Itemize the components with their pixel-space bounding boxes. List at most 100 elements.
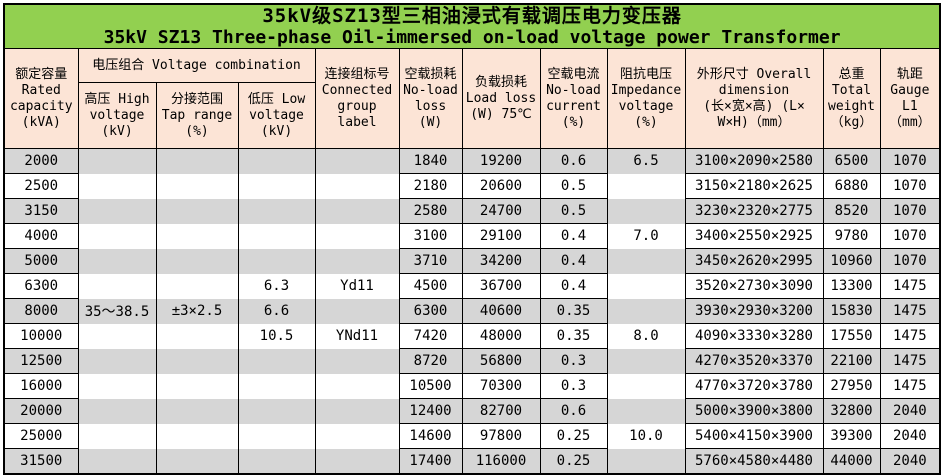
title-row: 35kV级SZ13型三相油浸式有载调压电力变压器 35kV SZ13 Three…	[3, 3, 941, 49]
cell-connected-group	[314, 448, 400, 474]
cell-capacity: 16000	[3, 373, 79, 399]
cell-low-voltage	[237, 223, 316, 249]
header-row-top: 额定容量 Rated capacity (kVA) 电压组合 Voltage c…	[3, 48, 941, 149]
cell-dimension: 4770×3720×3780	[684, 373, 824, 399]
cell-load-loss: 36700	[461, 273, 541, 299]
cell-tap-range	[155, 198, 239, 224]
cell-total-weight: 17550	[822, 323, 881, 349]
cell-impedance-voltage	[606, 373, 686, 399]
cell-gauge: 2040	[879, 398, 941, 424]
table-title: 35kV级SZ13型三相油浸式有载调压电力变压器 35kV SZ13 Three…	[3, 3, 941, 49]
cell-noload-current: 0.4	[539, 273, 608, 299]
cell-low-voltage: 6.6	[237, 298, 316, 324]
table-row: 10000 10.5 YNd11 7420 48000 0.35 8.0 4090×3330×…	[3, 323, 941, 349]
cell-noload-current: 0.25	[539, 423, 608, 449]
cell-noload-loss: 4500	[398, 273, 463, 299]
cell-capacity: 10000	[3, 323, 79, 349]
cell-tap-range: ±3×2.5	[155, 298, 239, 324]
cell-tap-range	[155, 448, 239, 474]
table-row: 4000 3100 29100 0.4 7.0 3400×2550×2925 9780 107…	[3, 223, 941, 249]
cell-impedance-voltage	[606, 173, 686, 199]
cell-connected-group	[314, 348, 400, 374]
cell-connected-group	[314, 148, 400, 174]
cell-gauge: 1070	[879, 198, 941, 224]
cell-tap-range	[155, 148, 239, 174]
cell-low-voltage	[237, 448, 316, 474]
cell-total-weight: 32800	[822, 398, 881, 424]
table-row: 31500 17400 116000 0.25 5760×4580×4480 44000 2…	[3, 448, 941, 474]
cell-impedance-voltage: 10.0	[606, 423, 686, 449]
cell-impedance-voltage	[606, 348, 686, 374]
cell-dimension: 5000×3900×3800	[684, 398, 824, 424]
cell-connected-group	[314, 248, 400, 274]
cell-capacity: 2000	[3, 148, 79, 174]
header-impedance-voltage: 阻抗电压 Impedance voltage (%)	[606, 48, 686, 149]
cell-gauge: 1070	[879, 148, 941, 174]
table-row: 20000 12400 82700 0.6 5000×3900×3800 32800 204…	[3, 398, 941, 424]
header-noload-loss: 空载损耗 No-load loss (W)	[398, 48, 463, 149]
table-row: 25000 14600 97800 0.25 10.0 5400×4150×3900 393…	[3, 423, 941, 449]
cell-low-voltage: 6.3	[237, 273, 316, 299]
cell-tap-range	[155, 248, 239, 274]
cell-capacity: 25000	[3, 423, 79, 449]
cell-noload-current: 0.5	[539, 173, 608, 199]
cell-capacity: 31500	[3, 448, 79, 474]
cell-dimension: 5760×4580×4480	[684, 448, 824, 474]
cell-gauge: 2040	[879, 448, 941, 474]
cell-load-loss: 82700	[461, 398, 541, 424]
cell-noload-current: 0.25	[539, 448, 608, 474]
cell-noload-current: 0.4	[539, 223, 608, 249]
table-body: 2000 1840 19200 0.6 6.5 3100×2090×2580 6500 107…	[3, 148, 941, 474]
cell-tap-range	[155, 223, 239, 249]
cell-total-weight: 39300	[822, 423, 881, 449]
cell-dimension: 3230×2320×2775	[684, 198, 824, 224]
cell-capacity: 12500	[3, 348, 79, 374]
cell-tap-range	[155, 273, 239, 299]
cell-capacity: 20000	[3, 398, 79, 424]
header-total-weight: 总重 Total weight （kg）	[822, 48, 881, 149]
cell-low-voltage	[237, 398, 316, 424]
cell-dimension: 3450×2620×2995	[684, 248, 824, 274]
cell-dimension: 3100×2090×2580	[684, 148, 824, 174]
cell-total-weight: 9780	[822, 223, 881, 249]
cell-connected-group	[314, 373, 400, 399]
cell-gauge: 1070	[879, 223, 941, 249]
cell-load-loss: 20600	[461, 173, 541, 199]
cell-gauge: 1475	[879, 373, 941, 399]
cell-noload-loss: 1840	[398, 148, 463, 174]
cell-noload-current: 0.6	[539, 398, 608, 424]
cell-capacity: 6300	[3, 273, 79, 299]
header-high-voltage: 高压 High voltage (kV)	[77, 82, 157, 149]
cell-connected-group: YNd11	[314, 323, 400, 349]
cell-low-voltage	[237, 248, 316, 274]
cell-impedance-voltage	[606, 398, 686, 424]
cell-gauge: 1070	[879, 248, 941, 274]
header-tap-range: 分接范围 Tap range (%)	[155, 82, 239, 149]
cell-dimension: 3400×2550×2925	[684, 223, 824, 249]
table-row: 6300 6.3 Yd11 4500 36700 0.4 3520×2730×3090 133…	[3, 273, 941, 299]
cell-noload-loss: 2580	[398, 198, 463, 224]
header-load-loss: 负载损耗 Load loss (W) 75℃	[461, 48, 541, 149]
cell-noload-loss: 7420	[398, 323, 463, 349]
cell-connected-group	[314, 198, 400, 224]
cell-impedance-voltage	[606, 273, 686, 299]
header-connected-group: 连接组标号 Connected group label	[314, 48, 400, 149]
cell-connected-group	[314, 223, 400, 249]
cell-total-weight: 6500	[822, 148, 881, 174]
cell-load-loss: 48000	[461, 323, 541, 349]
cell-noload-loss: 12400	[398, 398, 463, 424]
header-low-voltage: 低压 Low voltage (kV)	[237, 82, 316, 149]
cell-noload-loss: 3100	[398, 223, 463, 249]
cell-load-loss: 70300	[461, 373, 541, 399]
table-row: 16000 10500 70300 0.3 4770×3720×3780 27950 147…	[3, 373, 941, 399]
cell-tap-range	[155, 373, 239, 399]
header-noload-current: 空载电流 No-load current (%)	[539, 48, 608, 149]
header-rated-capacity: 额定容量 Rated capacity (kVA)	[3, 48, 79, 149]
cell-high-voltage	[77, 198, 157, 224]
cell-noload-current: 0.5	[539, 198, 608, 224]
cell-tap-range	[155, 423, 239, 449]
cell-dimension: 3930×2930×3200	[684, 298, 824, 324]
cell-noload-loss: 10500	[398, 373, 463, 399]
cell-noload-current: 0.35	[539, 298, 608, 324]
cell-connected-group	[314, 398, 400, 424]
